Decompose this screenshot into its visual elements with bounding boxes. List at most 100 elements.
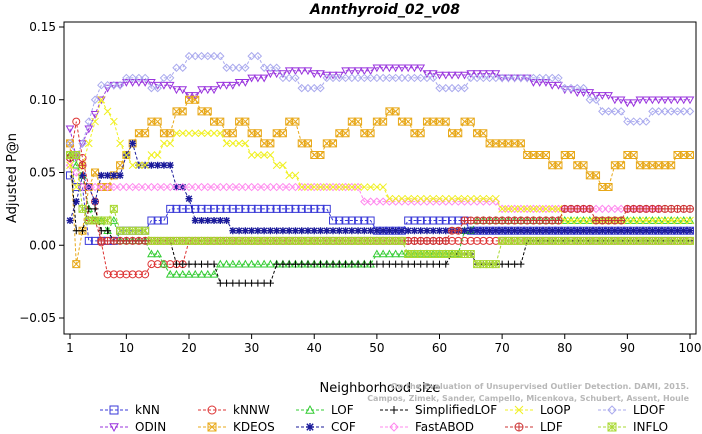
data-point: [586, 227, 594, 235]
data-point: [115, 80, 125, 90]
data-point: [560, 215, 570, 224]
data-point: [165, 81, 175, 90]
data-point: [554, 81, 563, 90]
data-point: [529, 227, 537, 235]
data-point: [191, 51, 200, 61]
data-point: [398, 194, 406, 203]
data-point: [466, 70, 476, 79]
data-point: [197, 86, 206, 95]
data-point: [661, 227, 669, 235]
data-point: [79, 171, 87, 179]
data-point: [285, 171, 294, 180]
data-point: [610, 204, 620, 214]
data-point: [322, 182, 331, 192]
data-point: [172, 204, 181, 213]
data-point: [266, 279, 274, 287]
data-point: [616, 107, 626, 116]
data-point: [140, 78, 150, 87]
data-point: [91, 168, 100, 177]
data-point: [353, 67, 363, 76]
data-point: [541, 73, 551, 83]
data-point: [441, 83, 450, 93]
data-point: [203, 51, 212, 61]
data-point: [84, 117, 93, 126]
legend-label: ODIN: [135, 420, 166, 434]
data-point: [228, 259, 238, 268]
data-point: [385, 249, 394, 258]
data-point: [222, 63, 231, 72]
data-point: [359, 67, 369, 76]
data-point: [184, 182, 194, 192]
data-point: [360, 183, 369, 191]
data-point: [247, 182, 256, 192]
data-point: [184, 269, 194, 278]
x-tick-label: 70: [494, 341, 509, 355]
legend-item-simplifiedlof: SimplifiedLOF: [380, 403, 497, 417]
data-point: [385, 73, 394, 83]
data-point: [253, 182, 263, 192]
data-point: [347, 182, 357, 192]
legend-item-ldof: LDOF: [598, 403, 665, 417]
data-point: [172, 63, 181, 72]
data-point: [141, 161, 150, 170]
data-point: [341, 216, 350, 225]
data-point: [229, 227, 237, 235]
legend-label: LoOP: [540, 403, 571, 417]
data-point: [305, 404, 315, 414]
data-point: [642, 227, 650, 235]
data-point: [372, 197, 382, 206]
data-point: [122, 151, 131, 159]
data-point: [391, 194, 400, 203]
data-point: [360, 227, 368, 235]
data-point: [517, 260, 525, 268]
data-point: [66, 161, 74, 170]
data-point: [322, 73, 331, 83]
data-point: [159, 216, 168, 225]
data-point: [604, 92, 613, 100]
data-point: [215, 81, 225, 90]
data-point: [191, 129, 200, 138]
data-point: [259, 259, 269, 268]
series-inflo: [66, 151, 694, 269]
y-axis: −0.05 0.00 0.05 0.10 0.15: [19, 20, 64, 325]
data-point: [190, 269, 200, 278]
data-point: [191, 95, 200, 104]
data-point: [429, 260, 437, 268]
data-point: [514, 422, 524, 432]
data-point: [585, 204, 594, 213]
data-point: [197, 269, 206, 278]
data-point: [554, 73, 563, 83]
data-point: [404, 227, 412, 235]
data-point: [253, 129, 262, 138]
data-point: [397, 64, 407, 73]
data-point: [404, 117, 413, 126]
legend-item-ldf: LDF: [505, 420, 563, 434]
data-point: [191, 217, 199, 225]
data-point: [97, 95, 106, 104]
data-point: [178, 63, 187, 72]
data-point: [516, 139, 525, 148]
data-point: [291, 73, 300, 83]
data-point: [435, 83, 444, 93]
data-point: [635, 96, 645, 105]
data-point: [153, 83, 162, 93]
data-point: [278, 129, 287, 138]
data-point: [303, 182, 313, 192]
data-point: [72, 117, 81, 126]
legend-item-loop: LoOP: [505, 403, 571, 417]
data-point: [611, 227, 619, 235]
data-point: [661, 216, 669, 225]
data-point: [241, 204, 250, 213]
data-point: [154, 161, 162, 169]
data-point: [185, 195, 193, 203]
data-point: [103, 80, 112, 90]
data-point: [523, 205, 532, 213]
data-point: [316, 83, 325, 93]
data-point: [317, 260, 325, 268]
data-point: [366, 73, 375, 83]
legend-label: FastABOD: [415, 420, 474, 434]
data-point: [172, 260, 180, 268]
data-point: [147, 260, 156, 269]
x-tick-label: 20: [181, 341, 196, 355]
data-point: [392, 227, 400, 235]
